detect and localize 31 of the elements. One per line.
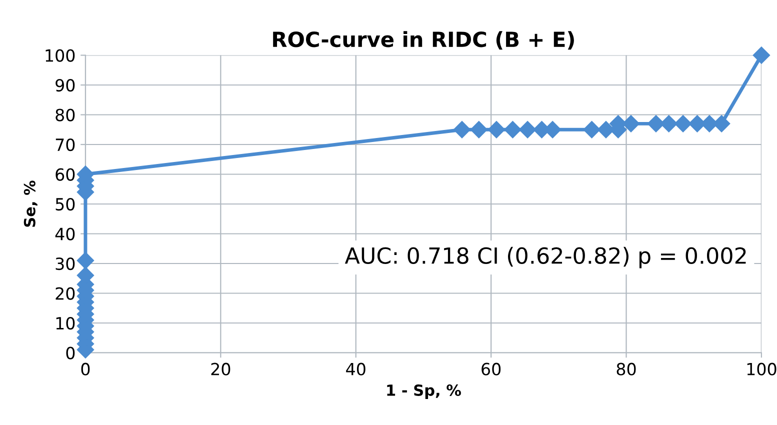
x-tick-label: 40 bbox=[346, 362, 366, 376]
point bbox=[519, 121, 536, 138]
point bbox=[674, 115, 692, 132]
x-tick-label: 60 bbox=[482, 362, 501, 376]
y-tick-label: 20 bbox=[56, 287, 75, 300]
y-tick-label: 100 bbox=[46, 49, 75, 62]
point bbox=[470, 121, 488, 138]
x-tick-label: 80 bbox=[616, 362, 636, 376]
y-tick-label: 0 bbox=[66, 346, 75, 360]
chart-title: ROC-curve in RIDC (B + E) bbox=[273, 31, 574, 50]
point bbox=[76, 252, 94, 270]
annotation: AUC: 0.718 CI (0.62-0.82) p = 0.002 bbox=[344, 246, 746, 268]
y-tick-label: 90 bbox=[56, 78, 75, 92]
point bbox=[488, 121, 506, 138]
point bbox=[453, 121, 471, 138]
point bbox=[583, 121, 600, 138]
y-tick-label: 70 bbox=[56, 138, 75, 152]
x-axis-title: 1 - Sp, % bbox=[387, 384, 461, 399]
point bbox=[660, 115, 678, 132]
y-tick-label: 80 bbox=[56, 108, 75, 122]
y-tick-label: 50 bbox=[56, 198, 75, 211]
y-axis-title: Se, % bbox=[24, 180, 38, 227]
point bbox=[504, 121, 522, 138]
x-tick-label: 20 bbox=[211, 362, 230, 376]
point bbox=[752, 46, 770, 64]
y-tick-label: 10 bbox=[56, 316, 75, 330]
x-tick-label: 0 bbox=[81, 362, 90, 376]
y-tick-label: 60 bbox=[56, 168, 75, 181]
y-tick-label: 30 bbox=[56, 257, 75, 270]
y-tick-label: 40 bbox=[55, 228, 75, 240]
x-tick-label: 100 bbox=[747, 362, 776, 376]
